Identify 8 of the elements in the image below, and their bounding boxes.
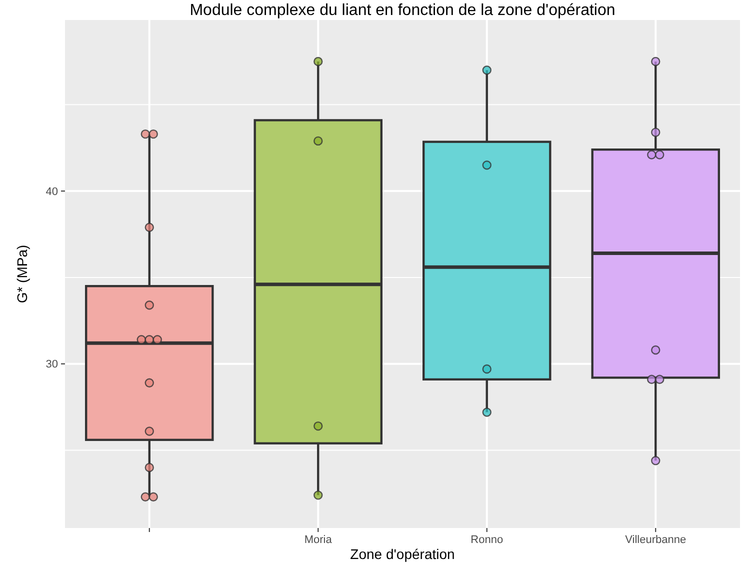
y-axis-title: G* (MPa) [14,244,30,304]
chart-title: Module complexe du liant en fonction de la zone d'opération [190,2,616,19]
x-tick-label: Ronno [470,534,504,546]
x-tick-label: Villeurbanne [625,534,686,546]
x-tick-label: Moria [304,534,333,546]
y-tick-label: 30 [46,358,58,371]
x-axis-title: Zone d'opération [350,546,455,562]
y-tick-label: 40 [46,186,58,198]
